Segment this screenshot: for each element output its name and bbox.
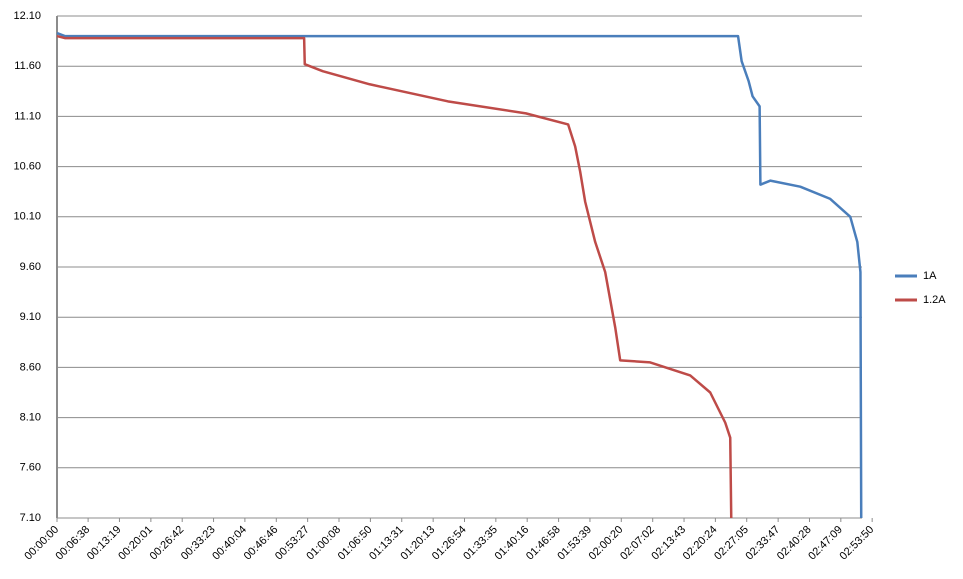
y-tick-label: 9.60 xyxy=(20,261,41,273)
y-tick-label: 7.10 xyxy=(20,512,41,524)
legend-label: 1A xyxy=(923,270,937,282)
series-line xyxy=(56,31,863,519)
y-tick-label: 11.10 xyxy=(14,110,41,122)
y-tick-label: 8.10 xyxy=(20,412,41,424)
legend-label: 1.2A xyxy=(923,294,946,306)
y-tick-label: 7.60 xyxy=(20,462,41,474)
y-tick-label: 11.60 xyxy=(14,60,41,72)
y-tick-label: 8.60 xyxy=(20,361,41,373)
y-tick-label: 10.60 xyxy=(13,161,41,173)
series-line xyxy=(56,34,733,519)
y-tick-label: 12.10 xyxy=(13,10,41,22)
y-tick-label: 9.10 xyxy=(20,311,41,323)
y-tick-label: 10.10 xyxy=(13,211,41,223)
